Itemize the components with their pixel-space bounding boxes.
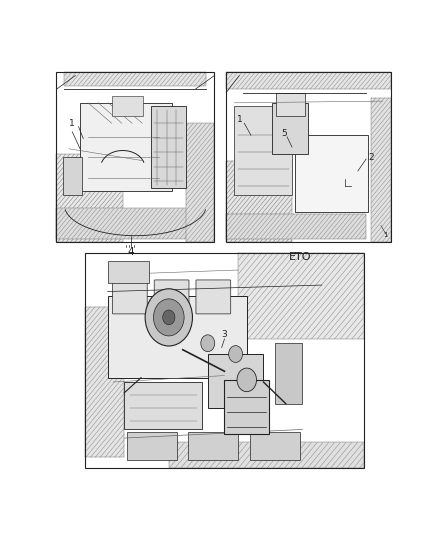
Bar (226, 161, 292, 243)
Bar (85, 253, 364, 468)
Text: 1: 1 (237, 115, 242, 124)
Bar (108, 296, 247, 378)
Text: ETO: ETO (289, 252, 311, 262)
Bar (57, 154, 123, 243)
Text: 4: 4 (127, 247, 134, 256)
Text: 1: 1 (69, 119, 75, 128)
Bar (250, 432, 300, 459)
Text: 3: 3 (222, 330, 227, 339)
Text: 1: 1 (384, 232, 388, 238)
Circle shape (237, 368, 257, 392)
FancyBboxPatch shape (113, 280, 147, 314)
Bar (371, 98, 391, 243)
Bar (208, 354, 263, 408)
Bar (186, 123, 214, 243)
Bar (112, 96, 143, 116)
Text: 5: 5 (281, 129, 286, 138)
Bar (234, 106, 292, 195)
Bar (188, 432, 238, 459)
Bar (272, 103, 308, 154)
FancyBboxPatch shape (154, 280, 189, 314)
Bar (80, 103, 172, 191)
Polygon shape (64, 72, 206, 86)
Bar (124, 382, 202, 430)
Bar (85, 306, 124, 457)
Circle shape (145, 289, 192, 346)
Bar (57, 72, 214, 243)
Bar (57, 208, 198, 239)
Bar (169, 442, 364, 468)
Bar (63, 157, 82, 195)
Circle shape (153, 299, 184, 336)
Bar (85, 253, 364, 468)
Circle shape (201, 335, 215, 352)
Bar (226, 72, 391, 243)
FancyBboxPatch shape (196, 280, 231, 314)
Circle shape (162, 310, 175, 325)
Bar (276, 93, 305, 116)
Bar (238, 253, 364, 339)
Bar (151, 106, 186, 188)
Bar (226, 72, 391, 89)
Bar (295, 135, 368, 212)
Bar (57, 72, 214, 243)
Bar (224, 380, 269, 434)
Text: 2: 2 (368, 153, 374, 162)
Bar (226, 72, 391, 243)
Bar (127, 432, 177, 459)
Circle shape (229, 345, 243, 362)
Bar (275, 343, 302, 403)
Bar (226, 214, 366, 239)
Bar (108, 261, 149, 283)
